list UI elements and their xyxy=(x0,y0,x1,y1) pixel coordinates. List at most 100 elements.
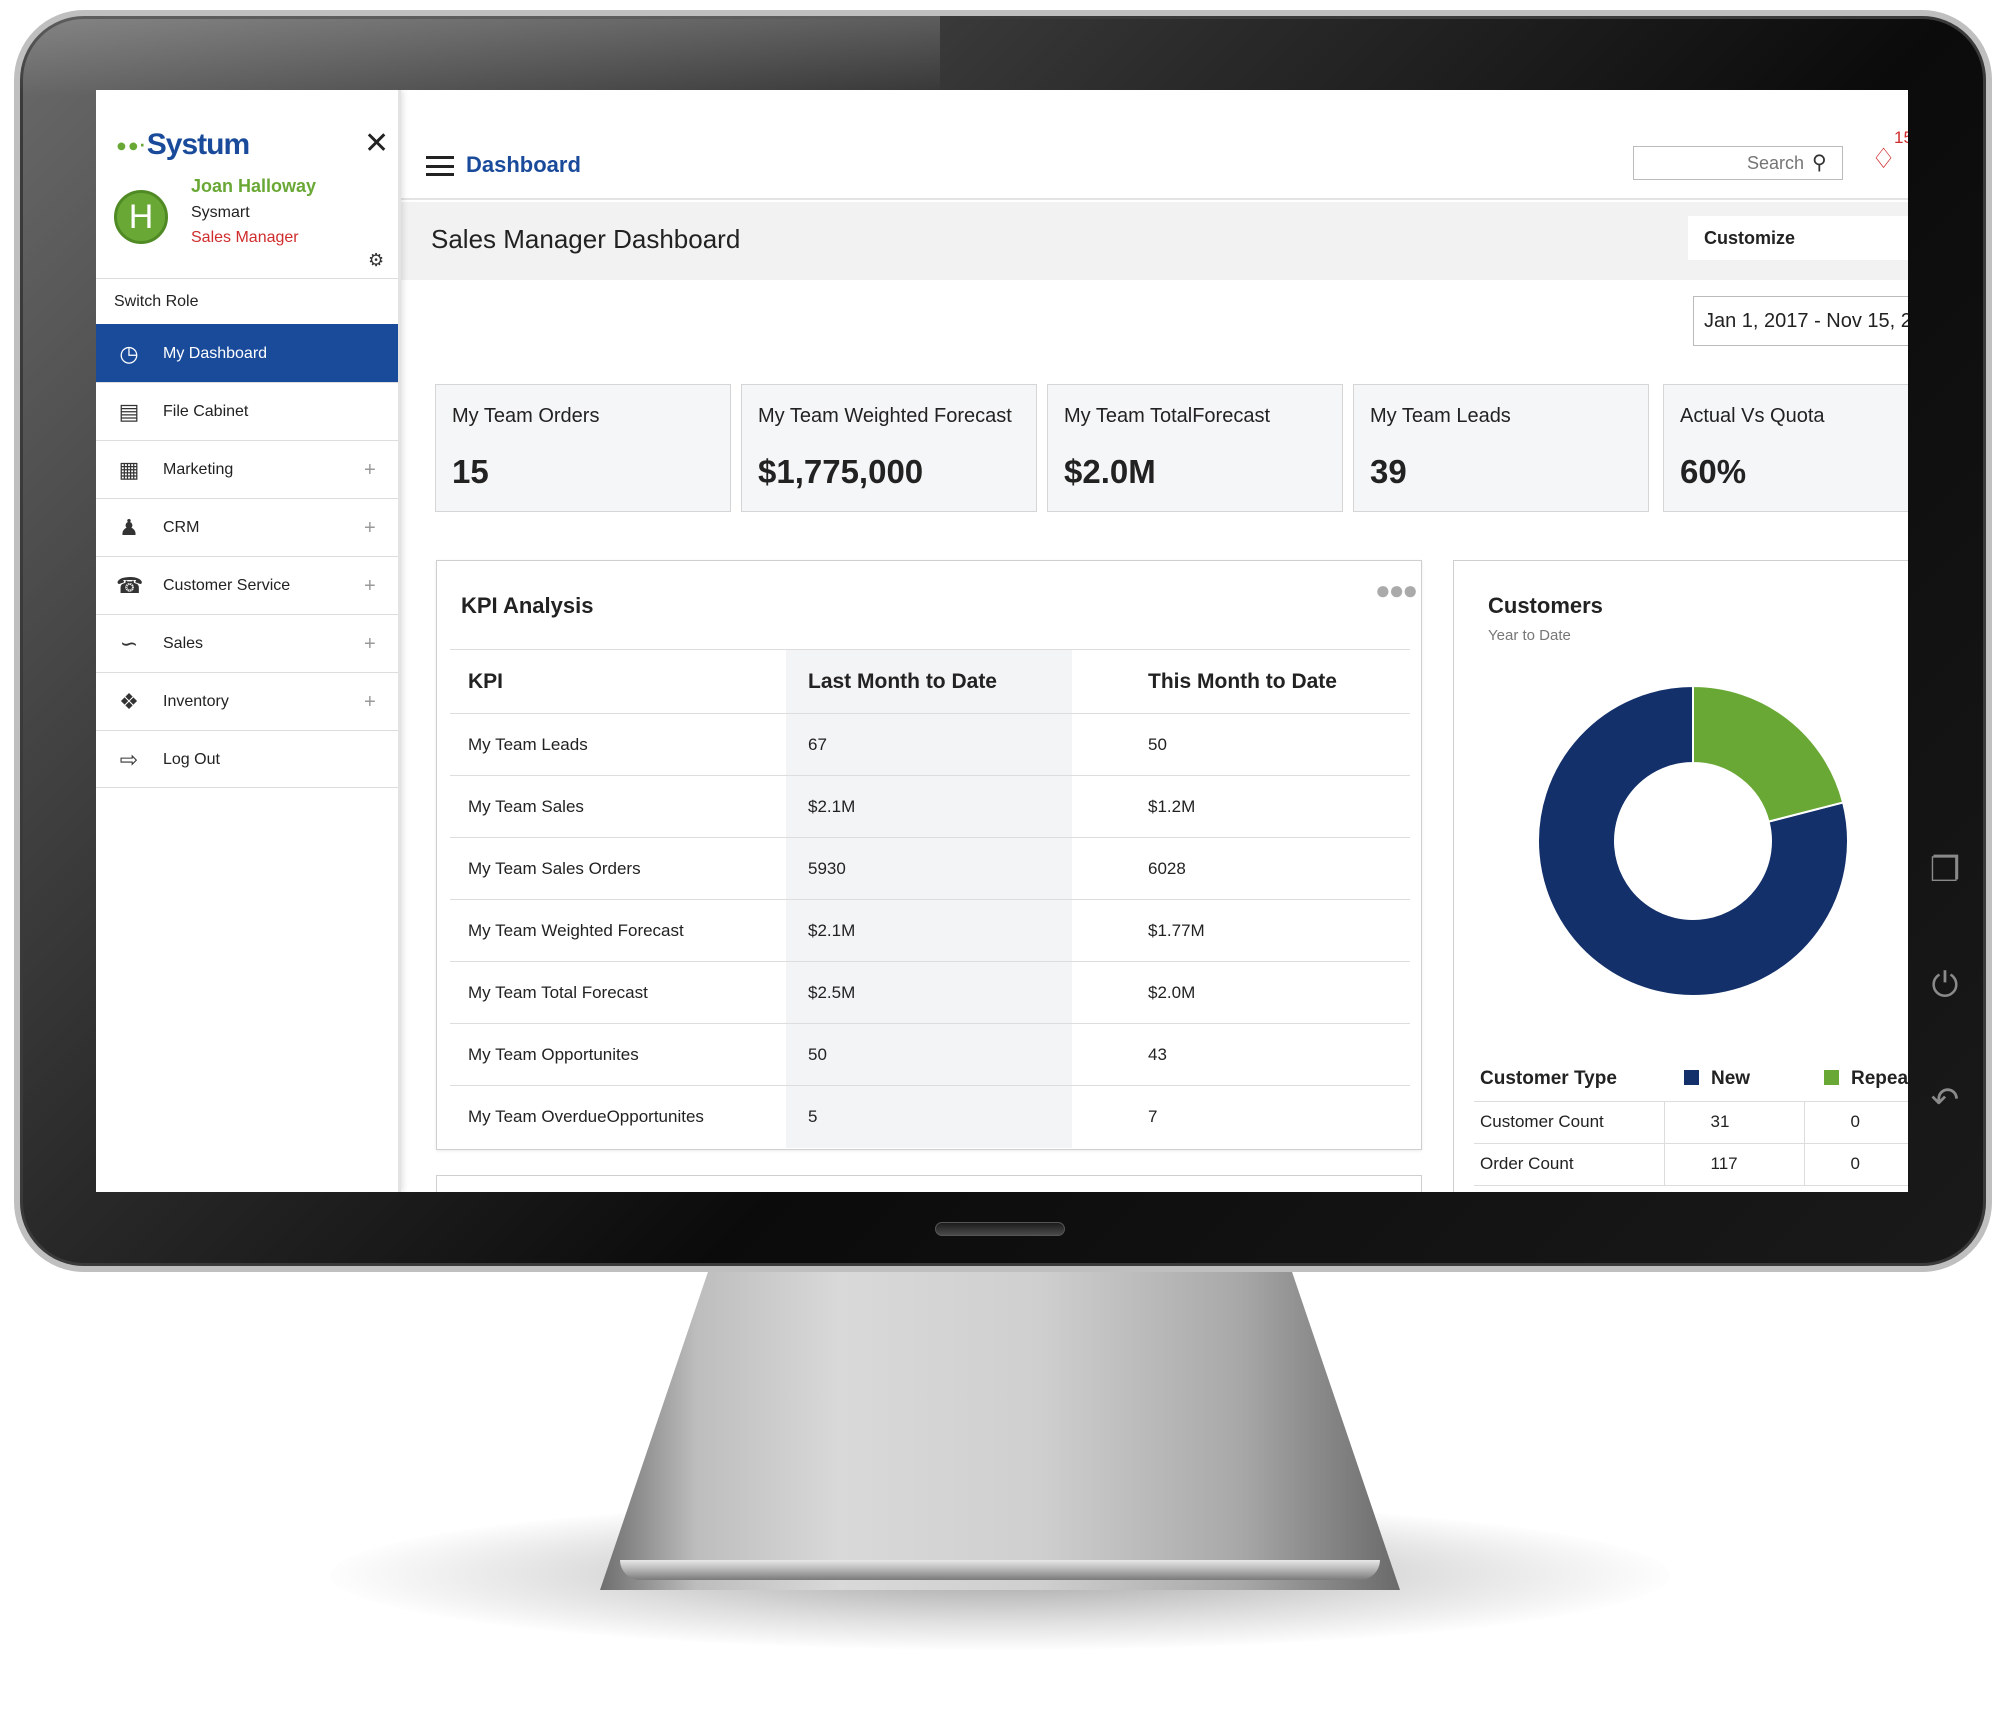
back-arrow-icon[interactable]: ↶ xyxy=(1930,1081,1960,1119)
kpi-card-value: 60% xyxy=(1680,453,1747,490)
bezel-reflection xyxy=(20,16,940,96)
hamburger-menu-icon[interactable] xyxy=(426,156,454,176)
logo-dots-icon: ●●· xyxy=(116,135,147,156)
expand-plus-icon[interactable]: + xyxy=(364,691,376,713)
table-cell: 31 xyxy=(1663,1101,1804,1144)
table-cell: My Team Weighted Forecast xyxy=(450,899,786,962)
sidebar-item-label: My Dashboard xyxy=(163,345,268,362)
sidebar-item-customer-service[interactable]: ☎ Customer Service + xyxy=(96,556,398,614)
power-icon[interactable]: ⏻ xyxy=(1931,966,1959,1004)
panel-title: Customers xyxy=(1488,593,1603,618)
kpi-card-team-leads[interactable]: My Team Leads 39 xyxy=(1353,384,1649,512)
column-header: KPI xyxy=(450,649,786,714)
file-cabinet-icon: ▤ xyxy=(118,399,140,424)
kpi-card-label: My Team Weighted Forecast xyxy=(758,405,1012,427)
window-restore-icon[interactable]: ❐ xyxy=(1929,851,1961,889)
table-cell: 5 xyxy=(786,1085,1072,1148)
table-cell: My Team Sales Orders xyxy=(450,837,786,900)
people-icon: ♟ xyxy=(119,515,139,540)
table-row: My Team OverdueOpportunites 5 7 xyxy=(450,1085,1410,1148)
table-cell: 43 xyxy=(1072,1023,1410,1086)
table-cell: 6028 xyxy=(1072,837,1410,900)
bell-icon[interactable]: ♢ xyxy=(1871,143,1897,174)
date-range-picker[interactable]: Jan 1, 2017 - Nov 15, 2 xyxy=(1693,296,1908,346)
table-row: My Team Sales Orders 5930 6028 xyxy=(450,837,1410,900)
table-row: My Team Sales $2.1M $1.2M xyxy=(450,775,1410,838)
kpi-table: KPI Last Month to Date This Month to Dat… xyxy=(450,649,1410,1148)
kpi-card-label: My Team TotalForecast xyxy=(1064,405,1271,427)
monitor-stand-base xyxy=(620,1560,1380,1580)
table-cell: My Team Opportunites xyxy=(450,1023,786,1086)
screen: ●●·Systum ✕ H Joan Halloway Sysmart Sale… xyxy=(96,90,1908,1192)
table-header-row: Customer Type New Repeat xyxy=(1474,1057,1908,1102)
search-icon[interactable]: ⚲ xyxy=(1812,152,1827,174)
sidebar-item-inventory[interactable]: ❖ Inventory + xyxy=(96,672,398,730)
legend-entry-new: New xyxy=(1664,1057,1804,1102)
dashboard-gauge-icon: ◷ xyxy=(119,341,139,366)
sidebar-item-label: Customer Service xyxy=(163,577,291,594)
search-input[interactable] xyxy=(1634,147,1804,179)
customize-button[interactable]: Customize xyxy=(1688,216,1908,260)
kpi-card-label: My Team Orders xyxy=(452,405,600,427)
next-panel-partial xyxy=(436,1175,1422,1192)
donut-slice-new[interactable] xyxy=(1537,684,1849,997)
table-cell: $1.2M xyxy=(1072,775,1410,838)
table-cell: My Team OverdueOpportunites xyxy=(468,1106,704,1126)
sidebar-item-marketing[interactable]: ▦ Marketing + xyxy=(96,440,398,498)
column-header: This Month to Date xyxy=(1072,649,1410,714)
boxes-icon: ❖ xyxy=(119,689,139,714)
sidebar-item-label: Marketing xyxy=(163,461,234,478)
table-row: My Team Leads 67 50 xyxy=(450,713,1410,776)
panel-title: KPI Analysis xyxy=(461,593,594,618)
donut-slice-repeat[interactable] xyxy=(1692,684,1845,823)
logo[interactable]: ●●·Systum xyxy=(116,128,250,162)
kpi-card-label: My Team Leads xyxy=(1370,405,1511,427)
table-row: Customer Count 31 0 xyxy=(1474,1101,1908,1144)
user-name: Joan Halloway xyxy=(191,176,317,196)
sidebar: ●●·Systum ✕ H Joan Halloway Sysmart Sale… xyxy=(96,90,401,1192)
sidebar-item-log-out[interactable]: ⇨ Log Out xyxy=(96,730,398,788)
legend-swatch-new xyxy=(1684,1069,1699,1085)
trend-line-icon: ∽ xyxy=(119,631,139,656)
kpi-card-weighted-forecast[interactable]: My Team Weighted Forecast $1,775,000 xyxy=(741,384,1037,512)
table-cell: 117 xyxy=(1663,1143,1804,1186)
nav-title[interactable]: Dashboard xyxy=(466,152,581,177)
expand-plus-icon[interactable]: + xyxy=(364,517,376,539)
sidebar-item-label: Inventory xyxy=(163,693,229,710)
switch-role-link[interactable]: Switch Role xyxy=(96,278,398,324)
kpi-card-team-orders[interactable]: My Team Orders 15 xyxy=(435,384,731,512)
logout-icon: ⇨ xyxy=(119,747,139,772)
kpi-card-value: 15 xyxy=(452,453,489,490)
table-row: My Team Opportunites 50 43 xyxy=(450,1023,1410,1086)
kpi-card-actual-vs-quota[interactable]: Actual Vs Quota 60% xyxy=(1663,384,1908,512)
sidebar-item-sales[interactable]: ∽ Sales + xyxy=(96,614,398,672)
more-options-icon[interactable]: ●●● xyxy=(1375,575,1418,605)
sidebar-item-crm[interactable]: ♟ CRM + xyxy=(96,498,398,556)
table-cell: $2.1M xyxy=(786,899,1072,962)
table-cell: 7 xyxy=(1148,1106,1158,1126)
table-cell: $2.0M xyxy=(1072,961,1410,1024)
expand-plus-icon[interactable]: + xyxy=(364,575,376,597)
monitor-stand xyxy=(600,1260,1400,1590)
legend-entry-repeat: Repeat xyxy=(1804,1057,1908,1102)
sidebar-item-label: Sales xyxy=(163,635,204,652)
table-cell: 0 xyxy=(1803,1143,1908,1186)
legend-swatch-repeat xyxy=(1824,1069,1839,1085)
user-org: Sysmart xyxy=(191,204,250,221)
sidebar-item-file-cabinet[interactable]: ▤ File Cabinet xyxy=(96,382,398,440)
sidebar-item-label: File Cabinet xyxy=(163,403,249,420)
panel-subtitle: Year to Date xyxy=(1488,627,1571,644)
legend-label: Repeat xyxy=(1851,1067,1908,1089)
expand-plus-icon[interactable]: + xyxy=(364,459,376,481)
close-icon[interactable]: ✕ xyxy=(364,127,390,160)
search-box[interactable]: ⚲ xyxy=(1633,146,1843,180)
table-cell: 5930 xyxy=(786,837,1072,900)
table-cell: My Team Sales xyxy=(450,775,786,838)
avatar[interactable]: H xyxy=(114,190,168,244)
sidebar-item-my-dashboard[interactable]: ◷ My Dashboard xyxy=(96,324,398,382)
gear-icon[interactable]: ⚙ xyxy=(368,250,385,270)
expand-plus-icon[interactable]: + xyxy=(364,633,376,655)
table-cell: $1.77M xyxy=(1072,899,1410,962)
kpi-card-total-forecast[interactable]: My Team TotalForecast $2.0M xyxy=(1047,384,1343,512)
kpi-card-value: $1,775,000 xyxy=(758,453,924,490)
